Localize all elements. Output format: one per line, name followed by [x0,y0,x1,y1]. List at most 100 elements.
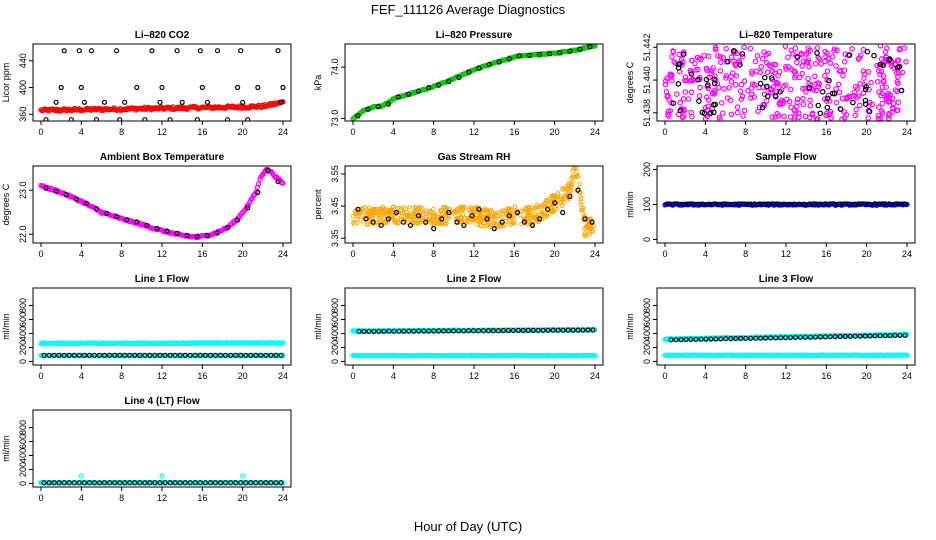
data-point [570,168,576,174]
data-point [172,352,178,358]
data-point [737,88,744,95]
data-point [812,60,819,67]
data-point [418,210,424,215]
data-point [56,352,62,358]
data-point [823,98,830,104]
data-point [172,480,178,486]
data-point [456,74,462,81]
data-point [76,352,82,358]
data-point [852,84,859,90]
data-point [111,480,118,486]
y-tick-label: 400 [18,326,28,341]
data-point [695,201,701,207]
data-point [680,96,687,102]
data-point [159,84,165,91]
x-tick-label: 4 [79,249,84,259]
x-tick-label: 16 [197,249,207,259]
data-point [535,205,541,210]
data-point [688,336,694,342]
data-point [824,95,831,102]
x-axis: 0 4 8 12 16 20 24 [38,487,288,503]
data-point [255,189,261,195]
data-point [866,108,873,115]
x-tick-label: 4 [391,249,396,259]
data-point [903,58,909,65]
y-axis-label: degrees C [625,61,635,103]
data-point [837,333,843,340]
data-point [361,328,367,334]
data-point [833,99,840,106]
data-point [187,352,193,358]
data-point [243,352,249,358]
y-axis: 22.0 23.0 [18,181,33,243]
data-point [777,100,783,106]
data-point [413,204,418,210]
data-point [738,335,744,341]
data-point [814,45,821,51]
data-point [496,59,502,65]
data-point [763,83,770,90]
data-point [224,117,231,121]
data-point [366,222,371,227]
plot-points [38,473,286,486]
data-point [53,188,59,194]
data-point [772,93,779,99]
data-point [679,114,686,121]
data-point [61,48,67,54]
data-point [690,76,696,83]
x-tick-label: 12 [157,371,167,381]
data-point [424,208,429,214]
data-point [688,89,695,96]
y-axis-label: ml/min [1,435,11,462]
data-point [578,196,584,201]
data-point [673,91,680,97]
data-point [545,213,550,219]
data-point [677,107,684,114]
data-point [826,77,832,84]
data-point [426,84,432,91]
data-point [66,352,72,358]
data-point [690,201,696,207]
data-point [752,58,759,65]
data-point [697,84,703,91]
data-point [575,327,581,333]
data-point [582,231,588,236]
plot-points [662,201,910,208]
y-axis: 3.35 3.45 3.55 [330,165,345,247]
data-point [792,45,799,51]
data-point [424,211,430,216]
data-point [86,352,93,358]
data-point [536,51,543,57]
data-point [759,55,766,62]
data-point [378,222,384,228]
data-point [794,59,800,66]
y-tick-label: 3.55 [330,165,340,183]
data-point [822,72,828,79]
data-point [580,205,586,211]
x-tick-label: 8 [431,249,436,259]
data-point [460,207,466,213]
data-point [799,85,806,92]
data-point [721,86,727,92]
data-point [817,110,824,117]
data-point [375,207,380,212]
data-point [756,201,762,207]
x-tick-label: 4 [703,249,708,259]
data-point [746,201,752,207]
data-point [483,208,488,213]
data-point [696,93,703,99]
data-point [214,48,221,54]
data-point [698,336,704,342]
y-tick-label: 0 [18,359,28,364]
data-point [431,226,437,232]
data-point [896,64,902,70]
data-point [577,181,582,187]
data-point [278,480,284,486]
data-point [475,328,482,334]
data-point [708,336,714,342]
data-point [51,352,57,358]
data-point [740,113,746,119]
data-point [117,352,123,358]
data-point [875,68,882,74]
